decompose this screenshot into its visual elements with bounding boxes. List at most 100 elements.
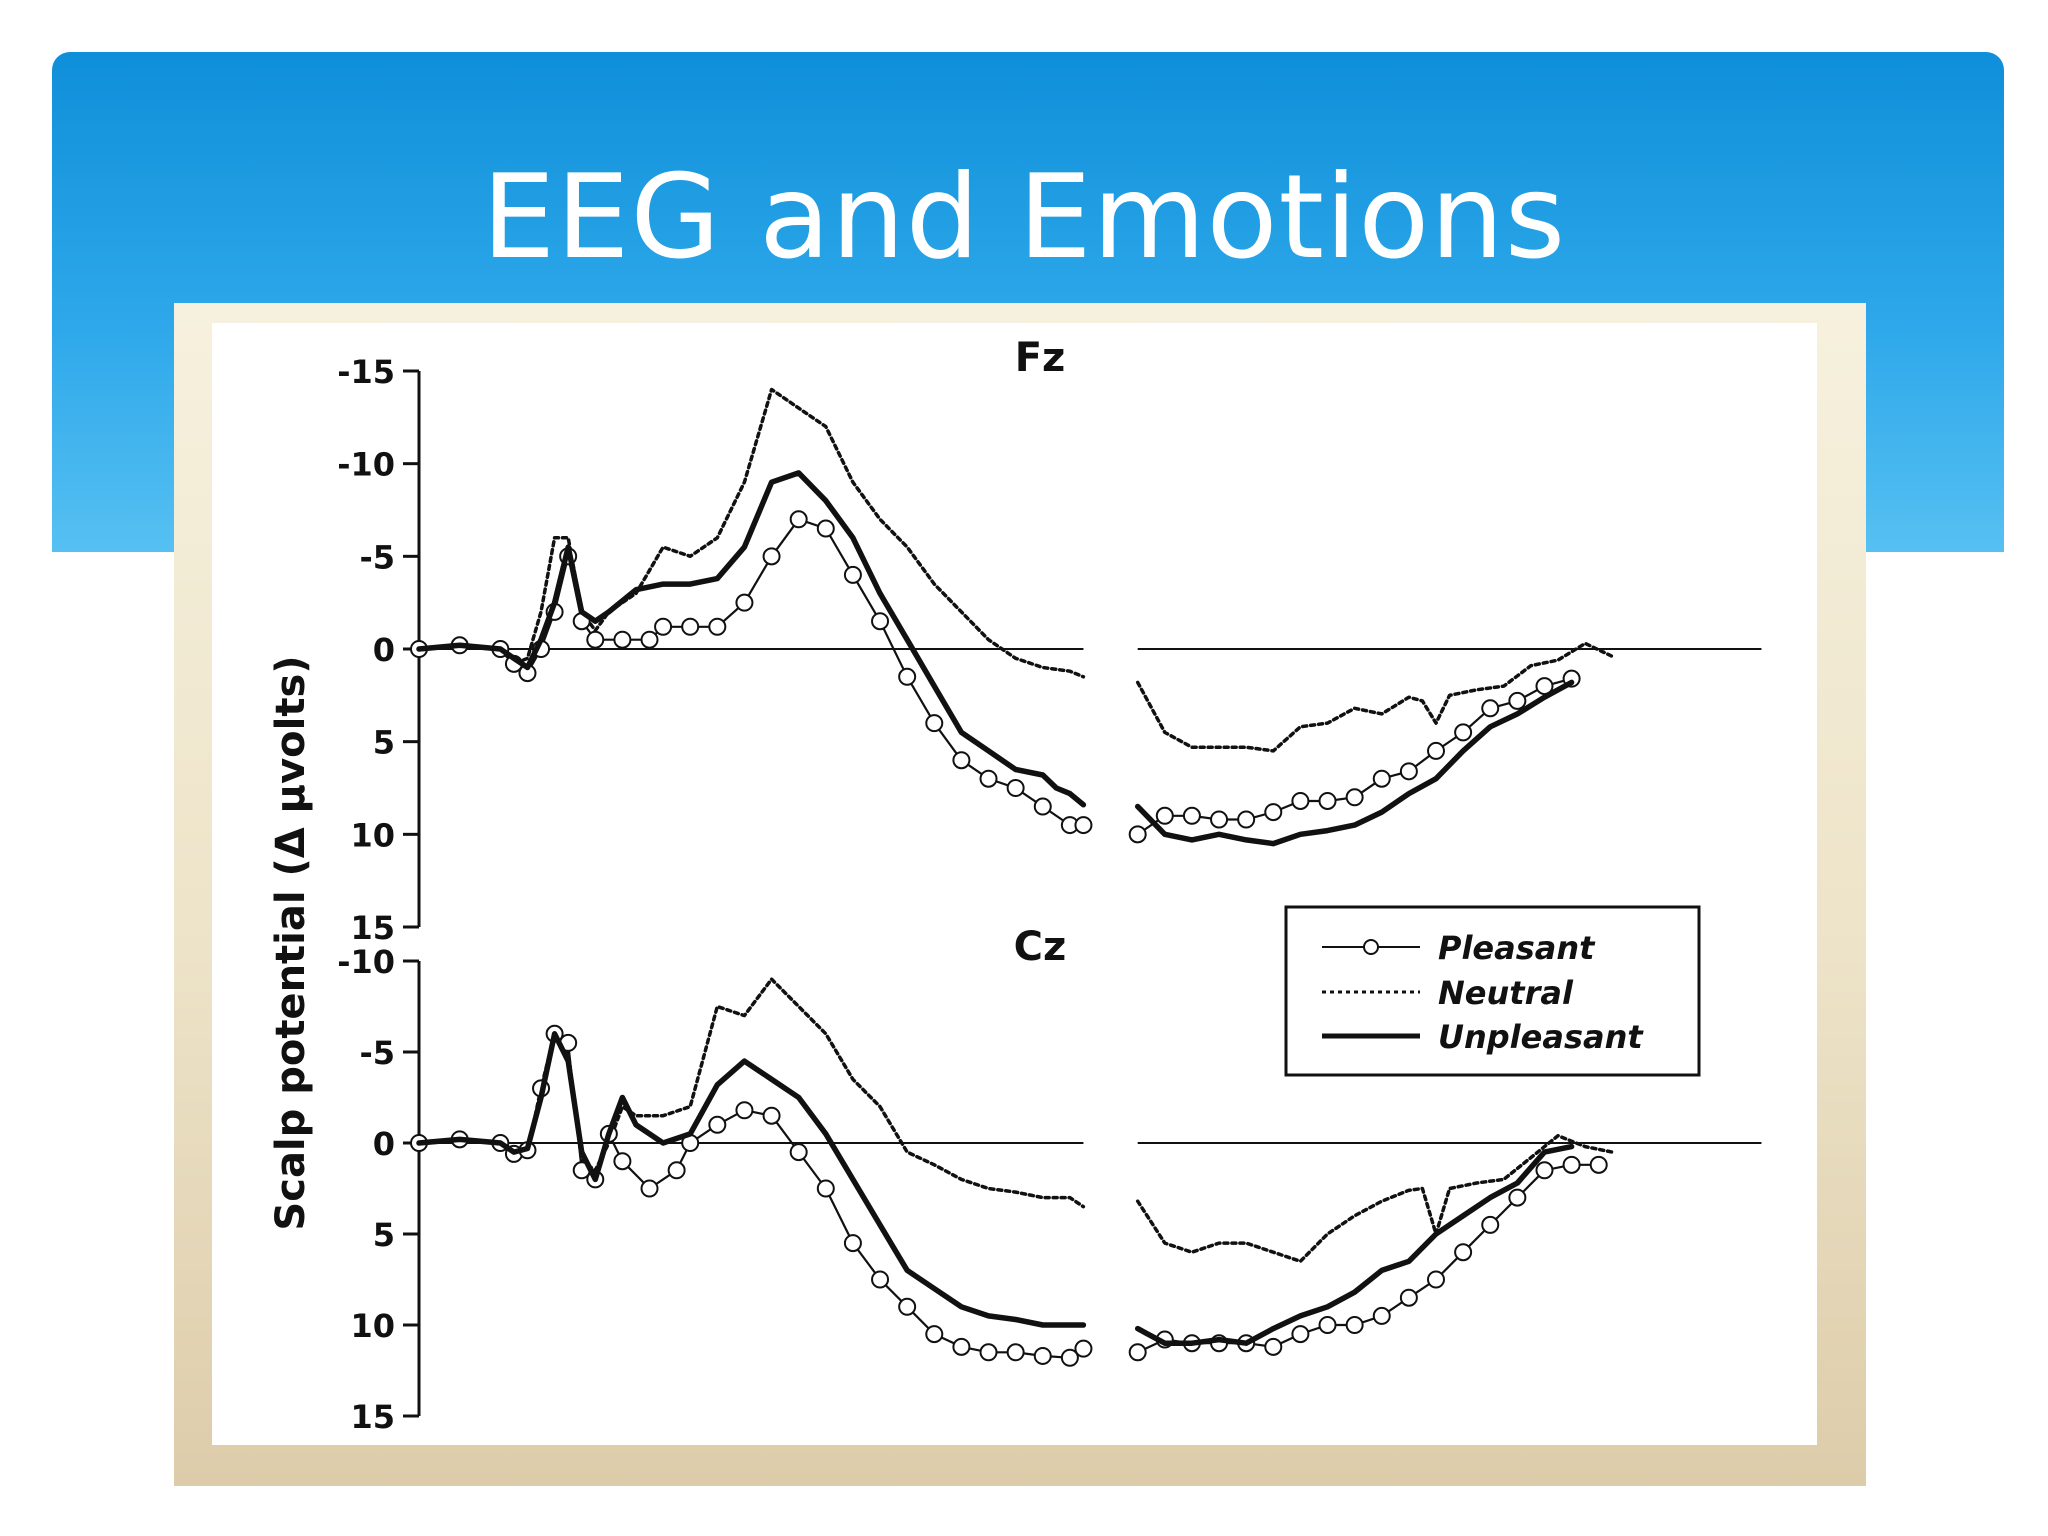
panel-title-cz: Cz (1014, 924, 1067, 970)
chart-legend: Pleasant Neutral Unpleasant (1284, 905, 1701, 1077)
data-point-pleasant-fz (1508, 691, 1527, 710)
data-point-pleasant-cz (708, 1115, 727, 1134)
series-line-neutral-cz (1135, 1133, 1615, 1264)
y-tick-label-fz: -5 (359, 538, 395, 576)
data-point-pleasant-fz (1535, 677, 1554, 696)
series-line-neutral-fz (417, 387, 1086, 679)
data-point-pleasant-cz (1345, 1316, 1364, 1334)
data-point-pleasant-cz (979, 1343, 998, 1362)
data-point-pleasant-fz (1399, 762, 1418, 781)
y-tick-label-cz: 0 (373, 1125, 395, 1163)
data-point-pleasant-cz (667, 1161, 686, 1180)
data-point-pleasant-fz (708, 617, 727, 636)
data-point-pleasant-fz (871, 612, 890, 631)
series-line-unpleasant-fz (1134, 679, 1575, 847)
figure-frame: Scalp potential (Δ µvolts) Fz -15 -10 -5 0 5 1… (174, 303, 1866, 1486)
data-point-pleasant-cz (1508, 1188, 1527, 1207)
data-point-pleasant-cz (1454, 1243, 1473, 1262)
legend-marker-pleasant (1363, 939, 1379, 955)
data-point-pleasant-fz (1074, 816, 1093, 835)
series-line-unpleasant-cz (1134, 1143, 1575, 1346)
data-point-pleasant-fz (925, 714, 944, 733)
data-point-pleasant-cz (1074, 1339, 1093, 1358)
legend-label-neutral: Neutral (1438, 974, 1574, 1012)
data-point-pleasant-fz (1345, 788, 1364, 807)
data-point-pleasant-cz (952, 1337, 971, 1356)
data-point-pleasant-cz (1006, 1343, 1025, 1362)
data-point-pleasant-cz (1589, 1155, 1608, 1174)
data-point-pleasant-cz (1399, 1288, 1418, 1307)
data-point-pleasant-fz (898, 667, 917, 686)
series-line-pleasant-cz (417, 1032, 1085, 1359)
data-point-pleasant-fz (1210, 810, 1229, 829)
data-point-pleasant-cz (1372, 1306, 1391, 1325)
data-point-pleasant-cz (925, 1325, 944, 1344)
data-point-pleasant-fz (681, 617, 700, 636)
legend-label-unpleasant: Unpleasant (1438, 1018, 1644, 1056)
slide-title: EEG and Emotions (481, 150, 1567, 285)
data-point-pleasant-fz (1155, 806, 1174, 825)
data-point-pleasant-fz (1033, 797, 1052, 816)
series-line-unpleasant-fz (416, 470, 1087, 808)
data-point-pleasant-fz (979, 769, 998, 788)
data-point-pleasant-cz (871, 1270, 890, 1289)
y-tick-label-cz: -5 (359, 1034, 395, 1072)
data-point-pleasant-cz (1318, 1316, 1337, 1334)
data-point-pleasant-cz (762, 1106, 781, 1125)
data-point-pleasant-fz (640, 630, 659, 649)
data-point-pleasant-cz (1481, 1215, 1500, 1234)
y-tick-label-cz: 10 (350, 1307, 395, 1345)
data-point-pleasant-fz (1481, 699, 1500, 718)
data-point-pleasant-fz (1427, 741, 1445, 760)
y-tick-label-fz: 15 (350, 909, 395, 947)
data-point-pleasant-cz (816, 1179, 835, 1198)
data-point-pleasant-cz (1562, 1155, 1581, 1174)
figure-panel: Scalp potential (Δ µvolts) Fz -15 -10 -5 0 5 1… (212, 323, 1817, 1445)
data-point-pleasant-cz (640, 1179, 659, 1198)
y-tick-label-fz: 5 (373, 724, 395, 762)
data-point-pleasant-fz (1006, 779, 1025, 797)
data-point-pleasant-fz (1182, 806, 1201, 825)
data-point-pleasant-cz (1060, 1348, 1079, 1367)
data-point-pleasant-fz (1291, 791, 1310, 810)
data-point-pleasant-fz (613, 630, 632, 649)
data-point-pleasant-fz (816, 519, 835, 538)
y-tick-label-fz: -15 (337, 353, 395, 391)
data-point-pleasant-cz (1264, 1337, 1283, 1356)
data-point-pleasant-cz (613, 1152, 632, 1171)
data-point-pleasant-fz (843, 565, 862, 584)
data-point-pleasant-cz (898, 1297, 917, 1316)
data-point-pleasant-cz (789, 1143, 808, 1162)
panel-title-fz: Fz (1015, 335, 1066, 381)
data-point-pleasant-fz (789, 510, 808, 529)
series-line-pleasant-cz (1136, 1163, 1600, 1354)
data-point-pleasant-fz (654, 617, 673, 636)
data-point-pleasant-fz (952, 751, 971, 770)
data-point-pleasant-fz (762, 547, 781, 566)
data-point-pleasant-fz (586, 630, 605, 649)
panel-fz: Fz -15 -10 -5 0 5 10 15 (337, 335, 1762, 947)
data-point-pleasant-cz (735, 1101, 754, 1120)
y-axis-label: Scalp potential (Δ µvolts) (268, 655, 314, 1230)
data-point-pleasant-fz (1454, 723, 1473, 742)
data-point-pleasant-fz (1318, 791, 1337, 810)
series-line-pleasant-fz (1136, 677, 1573, 836)
data-point-pleasant-cz (1427, 1270, 1445, 1289)
data-point-pleasant-cz (1128, 1343, 1147, 1362)
data-point-pleasant-cz (1535, 1161, 1554, 1180)
data-point-pleasant-fz (1128, 825, 1147, 844)
eeg-chart: Scalp potential (Δ µvolts) Fz -15 -10 -5 0 5 1… (268, 335, 1762, 1436)
series-line-unpleasant-cz (416, 1031, 1087, 1328)
y-tick-label-fz: -10 (337, 446, 395, 484)
y-tick-label-fz: 10 (350, 816, 395, 854)
y-tick-label-cz: 15 (350, 1398, 395, 1436)
data-point-pleasant-fz (1237, 810, 1256, 829)
panel-cz: Cz -10 -5 0 5 10 15 (337, 924, 1762, 1436)
series-line-neutral-cz (417, 977, 1086, 1209)
data-point-pleasant-fz (1264, 803, 1283, 822)
data-point-pleasant-cz (1291, 1325, 1310, 1344)
data-point-pleasant-fz (735, 593, 754, 612)
y-tick-label-fz: 0 (373, 631, 395, 669)
series-line-neutral-fz (1135, 641, 1615, 753)
data-point-pleasant-cz (1033, 1346, 1052, 1365)
